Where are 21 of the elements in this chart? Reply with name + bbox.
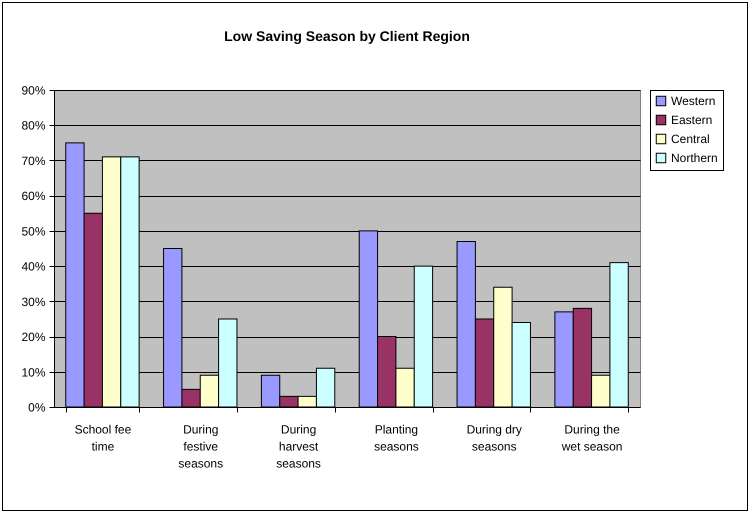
y-tick-label: 30% — [21, 294, 46, 309]
y-tick-label: 70% — [21, 154, 46, 168]
legend-label: Central — [671, 132, 710, 146]
y-tick-label: 20% — [21, 330, 46, 344]
x-tick-label: During the wet season — [560, 422, 622, 454]
x-tick-label: School fee time — [74, 422, 132, 454]
y-tick-label: 80% — [21, 118, 46, 133]
legend-label: Northern — [671, 151, 718, 165]
legend-label: Western — [671, 94, 716, 108]
y-tick-label: 40% — [21, 260, 46, 274]
y-tick-label: 10% — [21, 365, 46, 380]
y-tick-label: 90% — [21, 84, 46, 98]
y-tick-label: 0% — [28, 400, 46, 414]
x-tick-label: During festive seasons — [178, 422, 224, 470]
x-tick-label: Planting seasons — [374, 422, 419, 454]
chart-title: Low Saving Season by Client Region — [224, 28, 470, 44]
y-tick-label: 50% — [21, 224, 46, 238]
y-tick-label: 60% — [21, 189, 46, 204]
legend-label: Eastern — [671, 113, 712, 127]
x-tick-label: During dry seasons — [466, 422, 522, 454]
x-tick-label: During harvest seasons — [276, 422, 321, 470]
